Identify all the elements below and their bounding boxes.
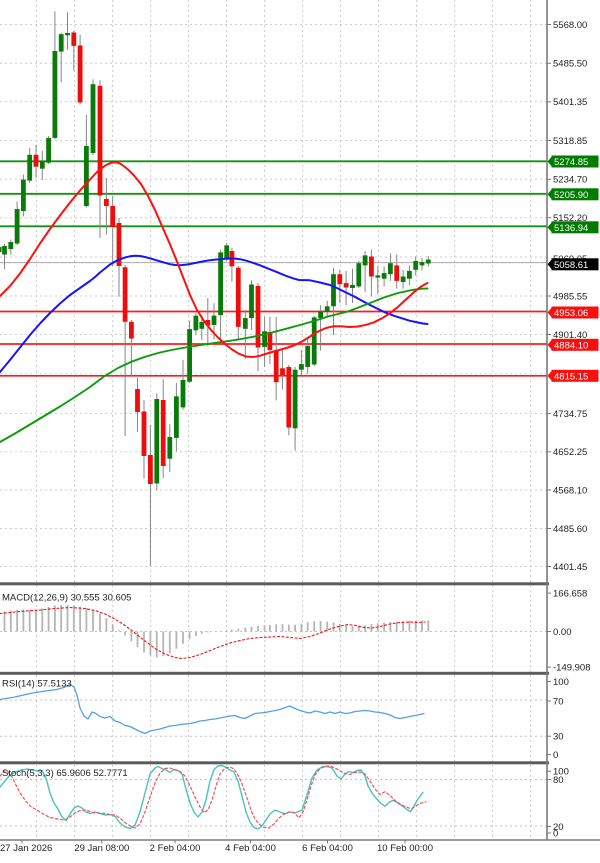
svg-text:5318.85: 5318.85 [553, 136, 587, 147]
svg-text:4734.75: 4734.75 [553, 409, 587, 420]
svg-text:4901.40: 4901.40 [553, 330, 587, 341]
svg-text:27 Jan 2026: 27 Jan 2026 [0, 843, 52, 854]
svg-text:Stoch(5,3,3) 65.9606 52.7771: Stoch(5,3,3) 65.9606 52.7771 [2, 768, 128, 779]
svg-text:29 Jan 08:00: 29 Jan 08:00 [74, 843, 129, 854]
svg-text:4815.15: 4815.15 [554, 371, 588, 382]
svg-text:4401.45: 4401.45 [553, 562, 587, 573]
svg-text:MACD(12,26,9) 30.555 30.605: MACD(12,26,9) 30.555 30.605 [2, 593, 131, 604]
svg-text:4953.06: 4953.06 [554, 308, 588, 319]
svg-text:5485.50: 5485.50 [553, 59, 587, 70]
svg-text:30: 30 [553, 732, 564, 743]
svg-text:10 Feb 00:00: 10 Feb 00:00 [377, 843, 433, 854]
svg-text:5058.61: 5058.61 [554, 260, 588, 271]
svg-text:166.658: 166.658 [553, 589, 587, 600]
svg-text:70: 70 [553, 697, 564, 708]
svg-text:5234.70: 5234.70 [553, 175, 587, 186]
svg-text:5568.00: 5568.00 [553, 20, 587, 31]
svg-text:-149.908: -149.908 [553, 663, 591, 674]
svg-text:5205.90: 5205.90 [554, 190, 588, 201]
svg-text:4485.60: 4485.60 [553, 524, 587, 535]
svg-text:100: 100 [553, 767, 569, 778]
svg-text:4 Feb 04:00: 4 Feb 04:00 [225, 843, 276, 854]
svg-text:6 Feb 04:00: 6 Feb 04:00 [302, 843, 353, 854]
svg-text:RSI(14) 57.5133: RSI(14) 57.5133 [2, 679, 72, 690]
svg-text:4884.10: 4884.10 [554, 340, 588, 351]
svg-text:5136.94: 5136.94 [554, 223, 588, 234]
svg-text:0: 0 [553, 750, 558, 761]
svg-text:4568.10: 4568.10 [553, 485, 587, 496]
svg-text:5401.35: 5401.35 [553, 97, 587, 108]
svg-text:4652.25: 4652.25 [553, 447, 587, 458]
svg-text:4985.55: 4985.55 [553, 291, 587, 302]
svg-text:20: 20 [553, 822, 564, 833]
svg-text:80: 80 [553, 775, 564, 786]
svg-text:5152.20: 5152.20 [553, 213, 587, 224]
svg-text:100: 100 [553, 677, 569, 688]
svg-text:0.00: 0.00 [553, 627, 572, 638]
svg-text:5274.85: 5274.85 [554, 157, 588, 168]
svg-text:2 Feb 04:00: 2 Feb 04:00 [150, 843, 201, 854]
svg-text:0: 0 [553, 828, 558, 839]
